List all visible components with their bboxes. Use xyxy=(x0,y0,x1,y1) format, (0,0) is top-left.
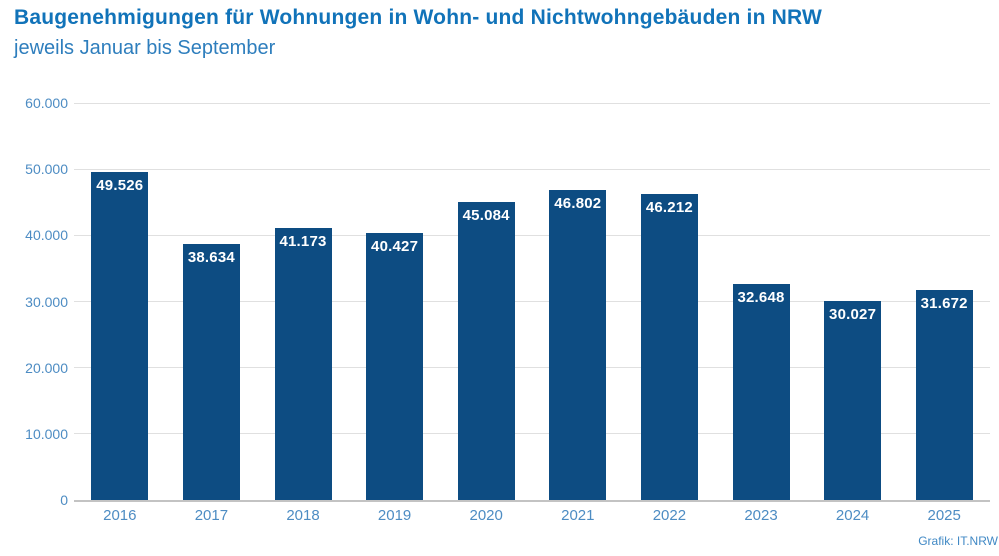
gridline xyxy=(74,102,990,104)
bar-value-label: 38.634 xyxy=(187,249,235,267)
source-credit: Grafik: IT.NRW xyxy=(918,534,998,548)
bar-2016: 49.526 xyxy=(91,172,149,500)
x-axis-tick-label: 2017 xyxy=(194,507,229,524)
bar-2020: 45.084 xyxy=(457,201,515,500)
x-axis-tick-label: 2021 xyxy=(561,507,595,524)
bar-2018: 41.173 xyxy=(274,227,332,500)
bar-2022: 46.212 xyxy=(640,194,698,500)
bar-value-label: 31.672 xyxy=(920,295,968,313)
bar-value-label: 30.027 xyxy=(829,306,877,324)
y-axis-tick-label: 10.000 xyxy=(25,425,68,442)
bar-value-label: 46.212 xyxy=(645,199,693,217)
x-axis-tick-label: 2023 xyxy=(744,507,778,524)
bar-2025: 31.672 xyxy=(915,290,973,500)
bar-2024: 30.027 xyxy=(824,301,882,500)
bar-value-label: 40.427 xyxy=(371,237,419,255)
x-axis-line xyxy=(74,499,990,502)
bar-value-label: 49.526 xyxy=(96,177,144,195)
bar-2021: 46.802 xyxy=(549,190,607,500)
bar-2019: 40.427 xyxy=(366,232,424,500)
y-axis-tick-label: 0 xyxy=(60,492,68,508)
x-axis-tick-label: 2024 xyxy=(835,507,870,524)
x-axis-tick-label: 2018 xyxy=(286,507,320,524)
chart-subtitle: jeweils Januar bis September xyxy=(14,37,276,59)
bar-2017: 38.634 xyxy=(182,244,240,500)
x-axis-tick-label: 2016 xyxy=(103,507,137,524)
bar-value-label: 41.173 xyxy=(279,232,327,250)
y-axis-tick-label: 60.000 xyxy=(25,95,68,111)
gridline xyxy=(74,367,990,369)
bar-value-label: 46.802 xyxy=(554,195,602,213)
bar-value-label: 32.648 xyxy=(737,288,785,306)
x-axis-tick-label: 2025 xyxy=(927,507,961,524)
bar-2023: 32.648 xyxy=(732,283,790,500)
gridline xyxy=(74,168,990,170)
gridline xyxy=(74,234,990,236)
y-axis-tick-label: 20.000 xyxy=(25,359,68,376)
gridline xyxy=(74,433,990,435)
x-axis-tick-label: 2022 xyxy=(652,507,687,524)
y-axis-tick-label: 40.000 xyxy=(25,227,68,244)
gridline xyxy=(74,301,990,302)
x-axis-tick-label: 2020 xyxy=(469,507,503,524)
x-axis-tick-label: 2019 xyxy=(377,507,412,524)
y-axis-tick-label: 50.000 xyxy=(25,161,68,178)
chart-title: Baugenehmigungen für Wohnungen in Wohn- … xyxy=(14,6,823,29)
bar-value-label: 45.084 xyxy=(462,206,510,224)
y-axis-tick-label: 30.000 xyxy=(25,293,68,310)
